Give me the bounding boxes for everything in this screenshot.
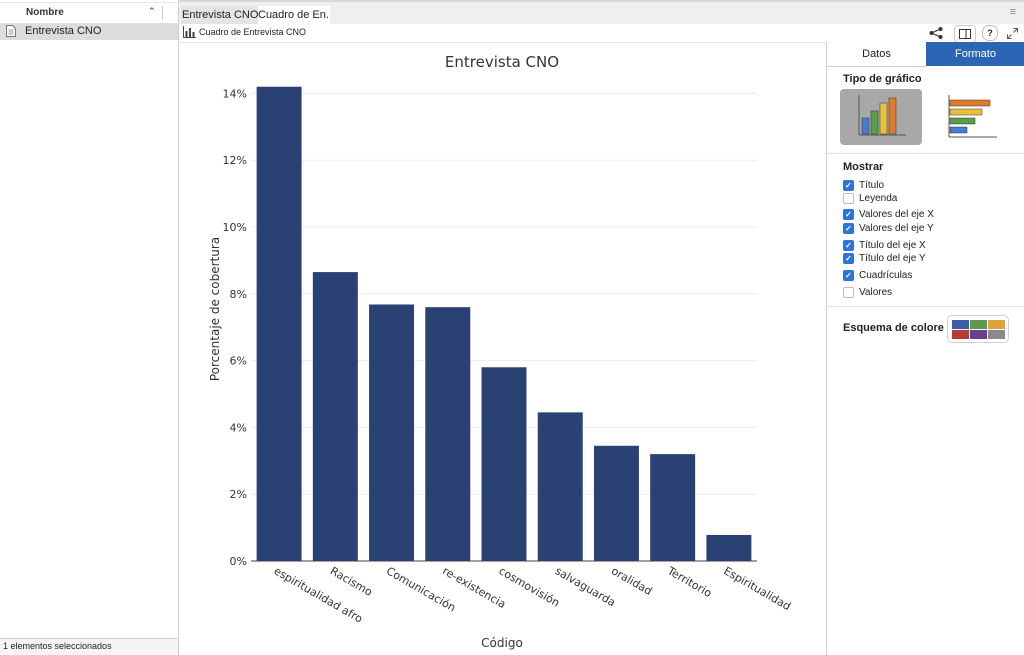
option-titulo[interactable]: ✓ Título: [843, 179, 884, 192]
expand-icon[interactable]: [1005, 25, 1019, 41]
y-tick-label: 6%: [230, 355, 247, 368]
bar-chart-icon: [183, 26, 196, 38]
bar-chart: Entrevista CNO 0% 2% 4% 6% 8% 10% 12% 14% espir…: [208, 53, 793, 650]
checkbox-checked-icon[interactable]: ✓: [843, 180, 854, 191]
help-icon[interactable]: ?: [982, 25, 998, 41]
option-valores[interactable]: Valores: [843, 286, 892, 299]
document-icon: [6, 25, 16, 37]
y-tick-label: 0%: [230, 555, 247, 568]
y-tick-label: 2%: [230, 488, 247, 501]
x-tick-label: Espiritualidad: [721, 564, 793, 613]
status-bar: 1 elementos seleccionados: [0, 638, 178, 655]
option-titulo-eje-y[interactable]: ✓ Título del eje Y: [843, 252, 926, 265]
x-tick-label: salvaguarda: [553, 564, 618, 609]
y-tick-label: 4%: [230, 421, 247, 434]
chevron-up-icon[interactable]: ⌃: [148, 6, 156, 16]
option-leyenda[interactable]: Leyenda: [843, 192, 897, 205]
y-tick-label: 10%: [223, 221, 247, 234]
column-header-label: Nombre: [26, 7, 64, 18]
option-label: Leyenda: [859, 193, 898, 204]
checkbox-unchecked-icon[interactable]: [843, 193, 854, 204]
y-axis-ticks: 0% 2% 4% 6% 8% 10% 12% 14%: [223, 87, 247, 568]
option-valores-eje-x[interactable]: ✓ Valores del eje X: [843, 208, 934, 221]
option-cuadriculas[interactable]: ✓ Cuadrículas: [843, 269, 912, 282]
option-titulo-eje-x[interactable]: ✓ Título del eje X: [843, 239, 926, 252]
chart-type-heading: Tipo de gráfico: [843, 73, 922, 85]
chart-title: Entrevista CNO: [445, 53, 559, 71]
option-label: Título del eje X: [859, 240, 926, 251]
horizontal-bar-chart-icon: [948, 95, 997, 138]
file-browser-sidebar: Nombre ⌃ Entrevista CNO 1 elementos sele…: [0, 0, 179, 655]
color-swatch: [970, 320, 987, 329]
divider: [827, 306, 1024, 307]
panel-toggle-icon[interactable]: [954, 25, 976, 43]
bar: [369, 304, 415, 561]
option-label: Título: [859, 180, 885, 191]
bar: [706, 534, 752, 561]
color-scheme-picker[interactable]: [947, 315, 1009, 343]
format-panel: Datos Formato Tipo de gráfico Mostrar ✓ …: [826, 42, 1024, 655]
color-swatch: [988, 320, 1005, 329]
option-valores-eje-y[interactable]: ✓ Valores del eje Y: [843, 222, 934, 235]
y-tick-label: 8%: [230, 288, 247, 301]
option-label: Valores del eje X: [859, 209, 934, 220]
list-item[interactable]: Entrevista CNO: [0, 23, 178, 40]
checkbox-checked-icon[interactable]: ✓: [843, 253, 854, 264]
list-item-label: Entrevista CNO: [25, 25, 102, 37]
vertical-bar-chart-option[interactable]: [840, 89, 922, 145]
column-divider[interactable]: [162, 6, 163, 20]
x-tick-label: cosmovisión: [497, 564, 562, 609]
tab-datos[interactable]: Datos: [827, 42, 926, 67]
bar: [256, 86, 302, 561]
chart-area: Entrevista CNO 0% 2% 4% 6% 8% 10% 12% 14% espir…: [179, 42, 826, 655]
checkbox-checked-icon[interactable]: ✓: [843, 209, 854, 220]
checkbox-unchecked-icon[interactable]: [843, 287, 854, 298]
tab-entrevista[interactable]: Entrevista CNO: [181, 6, 258, 24]
bar: [312, 272, 358, 561]
bar: [481, 367, 527, 561]
tab-bar: Entrevista CNO Cuadro de En... ≡: [179, 0, 1024, 26]
share-icon[interactable]: [927, 25, 945, 41]
bar: [425, 307, 471, 561]
tab-cuadro[interactable]: Cuadro de En...: [258, 6, 330, 24]
bars: [256, 86, 752, 561]
bar: [593, 445, 639, 561]
y-tick-label: 12%: [223, 154, 247, 167]
checkbox-checked-icon[interactable]: ✓: [843, 270, 854, 281]
option-label: Valores: [859, 287, 893, 298]
tab-formato[interactable]: Formato: [926, 42, 1024, 66]
checkbox-checked-icon[interactable]: ✓: [843, 223, 854, 234]
y-axis-title: Porcentaje de cobertura: [208, 237, 222, 381]
x-tick-label: oralidad: [609, 564, 654, 598]
x-tick-label: Territorio: [664, 564, 714, 600]
chart-document-title: Cuadro de Entrevista CNO: [199, 27, 307, 37]
color-swatch: [970, 330, 987, 339]
option-label: Valores del eje Y: [859, 223, 934, 234]
panel-tabs: Datos Formato: [827, 42, 1024, 67]
bar: [537, 412, 583, 561]
hamburger-menu-icon[interactable]: ≡: [1009, 6, 1016, 18]
color-swatch: [988, 330, 1005, 339]
color-swatch: [952, 320, 969, 329]
color-scheme-heading: Esquema de colore: [843, 322, 944, 334]
bar: [650, 454, 696, 561]
color-swatch: [952, 330, 969, 339]
selection-status: 1 elementos seleccionados: [3, 641, 112, 651]
chart-toolbar: Cuadro de Entrevista CNO ?: [179, 24, 1024, 43]
vertical-bar-chart-icon: [858, 95, 906, 136]
y-tick-label: 14%: [223, 87, 247, 100]
horizontal-bar-chart-option[interactable]: [937, 89, 1019, 145]
option-label: Cuadrículas: [859, 270, 913, 281]
column-header[interactable]: Nombre ⌃: [0, 2, 178, 24]
checkbox-checked-icon[interactable]: ✓: [843, 240, 854, 251]
x-axis-title: Código: [481, 636, 523, 650]
option-label: Título del eje Y: [859, 253, 926, 264]
x-tick-label: Racismo: [328, 564, 375, 599]
show-heading: Mostrar: [843, 161, 884, 173]
divider: [827, 153, 1024, 154]
